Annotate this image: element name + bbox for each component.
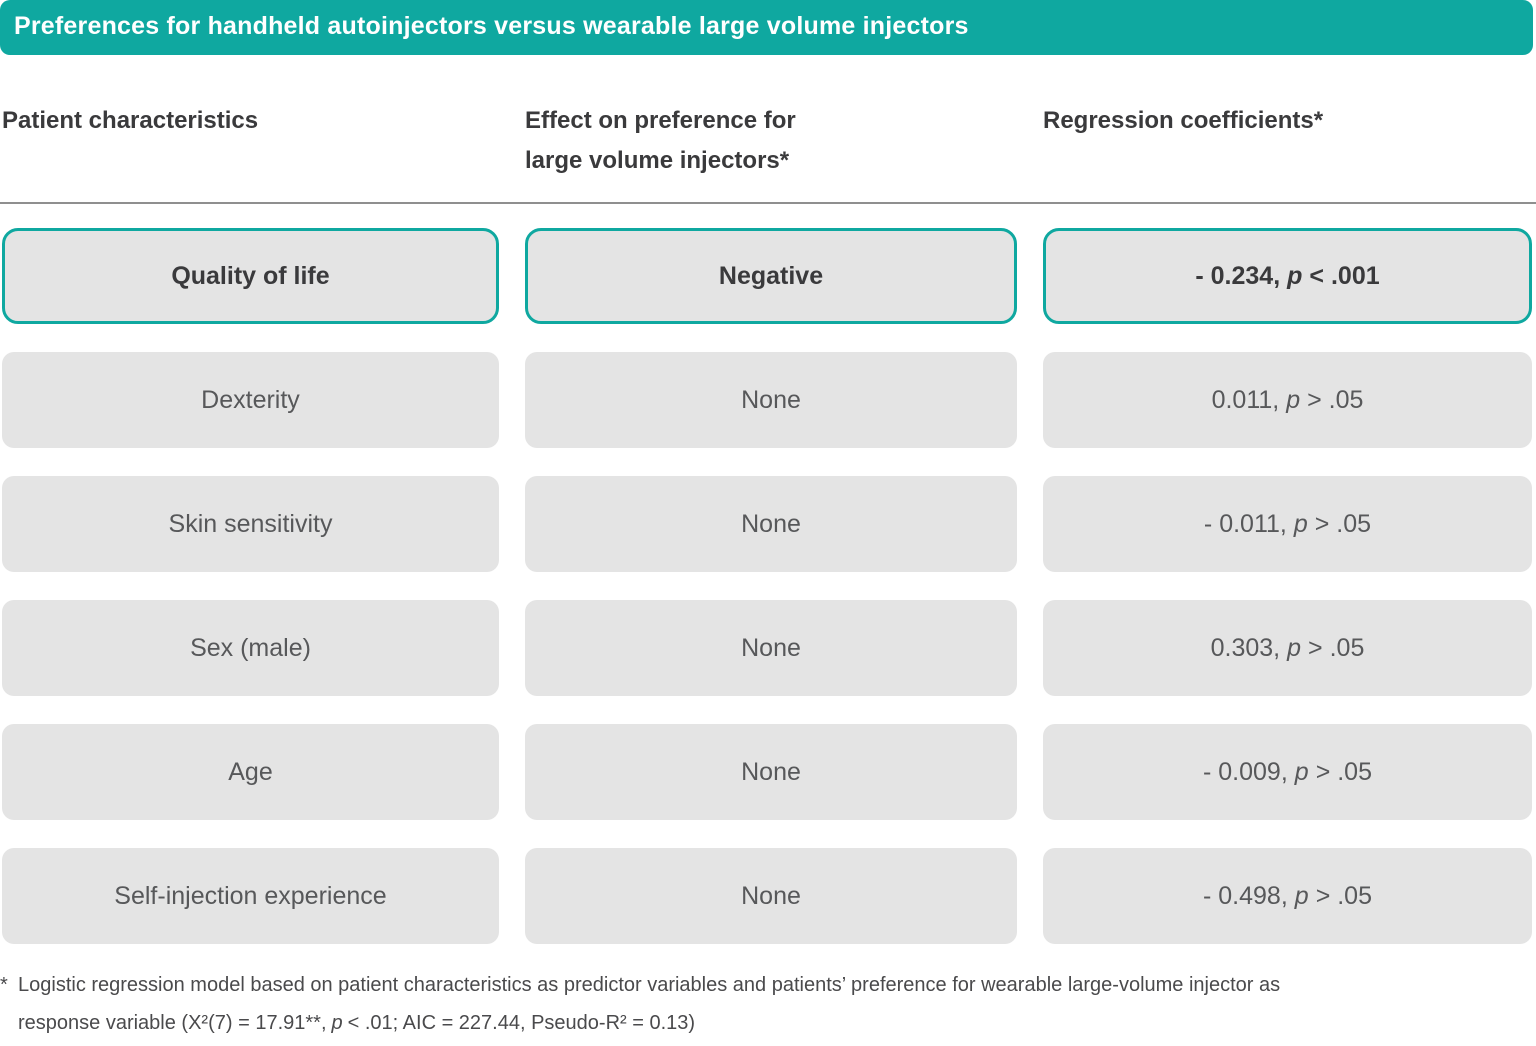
cell-effect-quality-of-life: Negative bbox=[525, 228, 1017, 324]
column-headers: Patient characteristics Effect on prefer… bbox=[2, 101, 1532, 183]
column-header-effect-on-preference: Effect on preference for large volume in… bbox=[525, 107, 796, 174]
cell-characteristic-self-injection-experience: Self-injection experience bbox=[2, 848, 499, 944]
cell-effect-sex-male: None bbox=[525, 600, 1017, 696]
p-symbol: p bbox=[1293, 509, 1308, 538]
column-header-regression-coefficients: Regression coefficients* bbox=[1043, 107, 1324, 134]
cell-characteristic-skin-sensitivity: Skin sensitivity bbox=[2, 476, 499, 572]
footnote-line2: response variable (X²(7) = 17.91**, p < .0… bbox=[18, 1012, 696, 1034]
footnote: * Logistic regression model based on pati… bbox=[0, 966, 1536, 1042]
footnote-asterisk: * bbox=[0, 974, 8, 996]
cell-characteristic-sex-male: Sex (male) bbox=[2, 600, 499, 696]
cell-effect-age: None bbox=[525, 724, 1017, 820]
footnote-line1: Logistic regression model based on patie… bbox=[18, 974, 1281, 996]
cell-coefficient-self-injection-experience: - 0.498, p > .05 bbox=[1043, 848, 1532, 944]
cell-coefficient-dexterity: 0.011, p > .05 bbox=[1043, 352, 1532, 448]
title-bar: Preferences for handheld autoinjectors v… bbox=[0, 0, 1533, 55]
page-title: Preferences for handheld autoinjectors v… bbox=[14, 12, 969, 40]
p-symbol: p bbox=[1287, 261, 1303, 290]
header-divider bbox=[0, 202, 1536, 204]
p-symbol: p bbox=[1286, 385, 1301, 414]
cell-coefficient-age: - 0.009, p > .05 bbox=[1043, 724, 1532, 820]
cell-effect-self-injection-experience: None bbox=[525, 848, 1017, 944]
cell-effect-skin-sensitivity: None bbox=[525, 476, 1017, 572]
p-symbol: p bbox=[1294, 757, 1309, 786]
p-symbol: p bbox=[1287, 633, 1302, 662]
cell-coefficient-sex-male: 0.303, p > .05 bbox=[1043, 600, 1532, 696]
table: Quality of life Negative - 0.234, p < .001… bbox=[2, 228, 1532, 944]
cell-characteristic-age: Age bbox=[2, 724, 499, 820]
p-symbol: p bbox=[331, 1012, 343, 1034]
column-header-patient-characteristics: Patient characteristics bbox=[2, 107, 259, 134]
cell-coefficient-skin-sensitivity: - 0.011, p > .05 bbox=[1043, 476, 1532, 572]
cell-coefficient-quality-of-life: - 0.234, p < .001 bbox=[1043, 228, 1532, 324]
p-symbol: p bbox=[1294, 881, 1309, 910]
cell-characteristic-quality-of-life: Quality of life bbox=[2, 228, 499, 324]
cell-effect-dexterity: None bbox=[525, 352, 1017, 448]
cell-characteristic-dexterity: Dexterity bbox=[2, 352, 499, 448]
